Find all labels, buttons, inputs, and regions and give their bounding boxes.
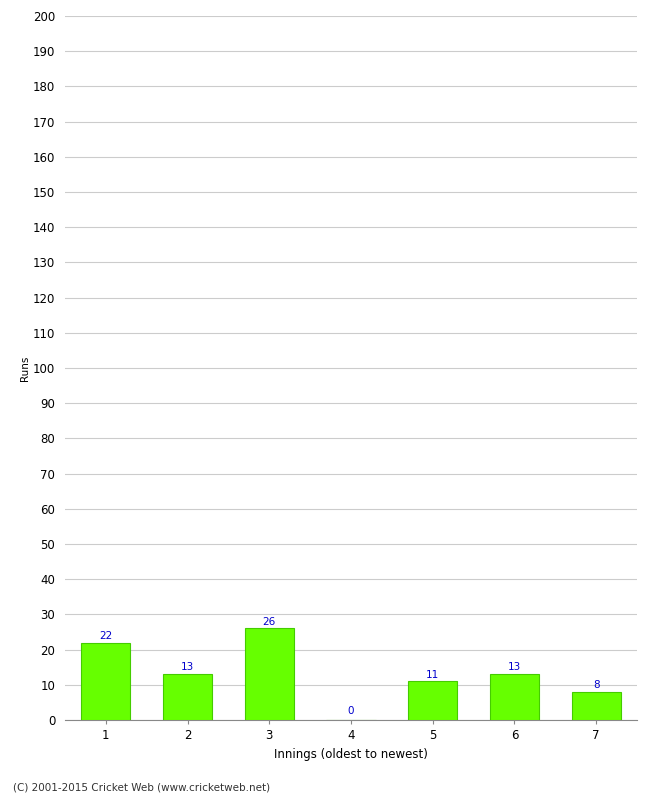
Text: 26: 26 bbox=[263, 617, 276, 626]
Text: (C) 2001-2015 Cricket Web (www.cricketweb.net): (C) 2001-2015 Cricket Web (www.cricketwe… bbox=[13, 782, 270, 792]
Text: 22: 22 bbox=[99, 630, 112, 641]
Bar bbox=[490, 674, 539, 720]
Bar bbox=[408, 682, 457, 720]
Bar bbox=[81, 642, 131, 720]
Y-axis label: Runs: Runs bbox=[20, 355, 30, 381]
Bar bbox=[163, 674, 212, 720]
Bar bbox=[245, 629, 294, 720]
Text: 13: 13 bbox=[181, 662, 194, 673]
Text: 0: 0 bbox=[348, 706, 354, 716]
Text: 11: 11 bbox=[426, 670, 439, 679]
Bar bbox=[571, 692, 621, 720]
Text: 13: 13 bbox=[508, 662, 521, 673]
X-axis label: Innings (oldest to newest): Innings (oldest to newest) bbox=[274, 747, 428, 761]
Text: 8: 8 bbox=[593, 680, 599, 690]
